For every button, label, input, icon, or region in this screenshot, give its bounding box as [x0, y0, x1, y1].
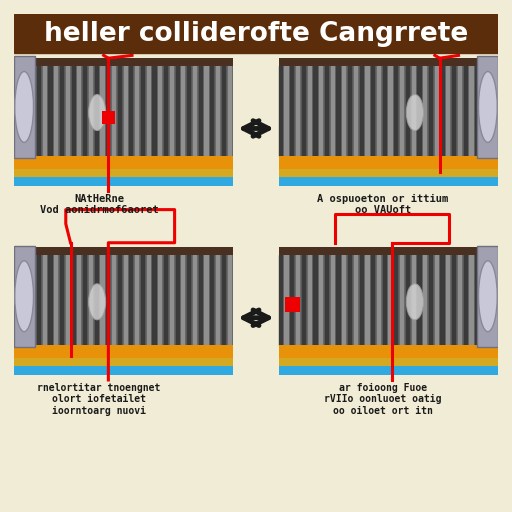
Ellipse shape	[89, 95, 105, 131]
Ellipse shape	[407, 95, 423, 131]
Bar	[279, 358, 498, 366]
Text: NAtHeRne
Vod aonidrmof6aoret: NAtHeRne Vod aonidrmof6aoret	[39, 194, 158, 215]
Ellipse shape	[15, 72, 33, 142]
Bar	[285, 296, 301, 312]
Ellipse shape	[479, 72, 497, 142]
Bar	[14, 247, 233, 255]
Bar	[478, 246, 498, 347]
Bar	[279, 247, 498, 255]
Text: ar foioong Fuoe
rVIIo oonluoet oatig
oo oiloet ort itn: ar foioong Fuoe rVIIo oonluoet oatig oo …	[324, 383, 441, 416]
Text: rnelortitar tnoengnet
olort iofetailet
ioorntoarg nuovi: rnelortitar tnoengnet olort iofetailet i…	[37, 383, 161, 416]
Bar	[14, 366, 233, 375]
Bar	[279, 177, 498, 186]
Bar	[279, 58, 498, 66]
Text: A ospuoeton or ittium
oo VAUoft: A ospuoeton or ittium oo VAUoft	[317, 194, 449, 215]
Ellipse shape	[15, 261, 33, 332]
Ellipse shape	[407, 284, 423, 320]
Bar	[102, 111, 115, 124]
Bar	[279, 366, 498, 375]
Bar	[14, 56, 34, 158]
Bar	[14, 156, 233, 169]
Text: heller colliderofte Cangrrete: heller colliderofte Cangrrete	[44, 20, 468, 47]
Bar	[14, 66, 233, 156]
Bar	[14, 58, 233, 66]
Ellipse shape	[479, 261, 497, 332]
Bar	[279, 66, 498, 156]
Bar	[14, 345, 233, 358]
Bar	[279, 156, 498, 169]
Bar	[478, 56, 498, 158]
Bar	[279, 169, 498, 177]
Bar	[14, 358, 233, 366]
Bar	[14, 177, 233, 186]
Bar	[14, 169, 233, 177]
Bar	[279, 345, 498, 358]
Bar	[14, 255, 233, 345]
Ellipse shape	[89, 284, 105, 320]
Bar	[14, 14, 498, 53]
Bar	[14, 246, 34, 347]
Bar	[279, 255, 498, 345]
